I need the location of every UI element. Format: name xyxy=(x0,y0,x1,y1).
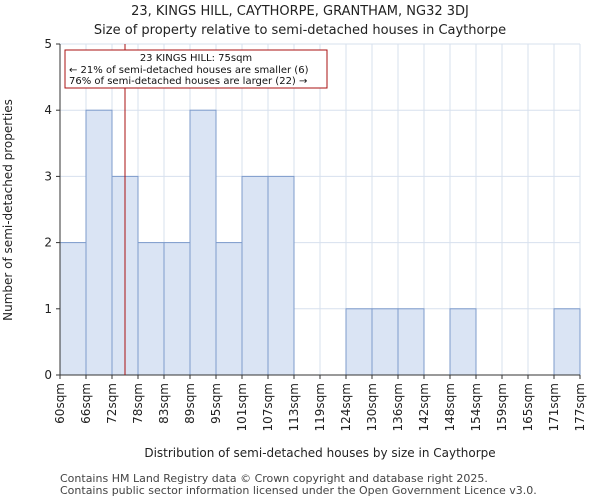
bar xyxy=(137,242,165,376)
x-tick-label: 78sqm xyxy=(131,383,145,424)
x-tick-label: 177sqm xyxy=(573,383,587,431)
bar xyxy=(345,308,373,376)
bar xyxy=(85,109,113,376)
chart-title: 23, KINGS HILL, CAYTHORPE, GRANTHAM, NG3… xyxy=(131,4,469,19)
bar xyxy=(449,308,477,376)
x-axis-label: Distribution of semi-detached houses by … xyxy=(144,446,495,460)
x-tick-label: 113sqm xyxy=(287,383,301,431)
bar xyxy=(59,242,87,376)
y-tick-label: 4 xyxy=(44,103,52,117)
bar xyxy=(189,109,217,376)
x-tick-label: 171sqm xyxy=(547,383,561,431)
y-axis-label: Number of semi-detached properties xyxy=(1,99,15,321)
x-tick-label: 89sqm xyxy=(183,383,197,424)
x-tick-label: 107sqm xyxy=(261,383,275,431)
x-tick-label: 165sqm xyxy=(521,383,535,431)
footer-line-1: Contains HM Land Registry data © Crown c… xyxy=(60,472,488,485)
bar xyxy=(371,308,399,376)
annotation-line-1: 23 KINGS HILL: 75sqm xyxy=(140,53,252,64)
x-tick-label: 136sqm xyxy=(391,383,405,431)
x-tick-label: 130sqm xyxy=(365,383,379,431)
annotation-box: 23 KINGS HILL: 75sqm ← 21% of semi-detac… xyxy=(64,49,328,89)
y-tick-label: 0 xyxy=(44,368,52,382)
x-tick-label: 72sqm xyxy=(105,383,119,424)
bar xyxy=(397,308,425,376)
x-tick-label: 101sqm xyxy=(235,383,249,431)
bar xyxy=(215,242,243,376)
x-tick-label: 66sqm xyxy=(79,383,93,424)
bar xyxy=(553,308,581,376)
x-tick-label: 159sqm xyxy=(495,383,509,431)
x-tick-label: 154sqm xyxy=(469,383,483,431)
x-tick-label: 142sqm xyxy=(417,383,431,431)
x-tick-label: 119sqm xyxy=(313,383,327,431)
x-tick-label: 60sqm xyxy=(53,383,67,424)
bar xyxy=(241,175,269,376)
chart-subtitle: Size of property relative to semi-detach… xyxy=(94,23,506,38)
bar xyxy=(163,242,191,376)
x-tick-label: 148sqm xyxy=(443,383,457,431)
y-tick-label: 5 xyxy=(44,37,52,51)
y-tick-label: 2 xyxy=(44,236,52,250)
x-tick-label: 124sqm xyxy=(339,383,353,431)
annotation-line-3: 76% of semi-detached houses are larger (… xyxy=(69,76,307,87)
x-tick-label: 83sqm xyxy=(157,383,171,424)
footer-line-2: Contains public sector information licen… xyxy=(60,484,537,497)
bar xyxy=(267,175,295,376)
x-tick-label: 95sqm xyxy=(209,383,223,424)
annotation-line-2: ← 21% of semi-detached houses are smalle… xyxy=(69,65,309,76)
y-tick-label: 3 xyxy=(44,169,52,183)
y-tick-label: 1 xyxy=(44,302,52,316)
x-ticks: 60sqm 66sqm 72sqm 78sqm 83sqm 89sqm 95sqm 101sq… xyxy=(53,375,587,431)
y-ticks: 0 1 2 3 4 5 xyxy=(44,37,60,382)
